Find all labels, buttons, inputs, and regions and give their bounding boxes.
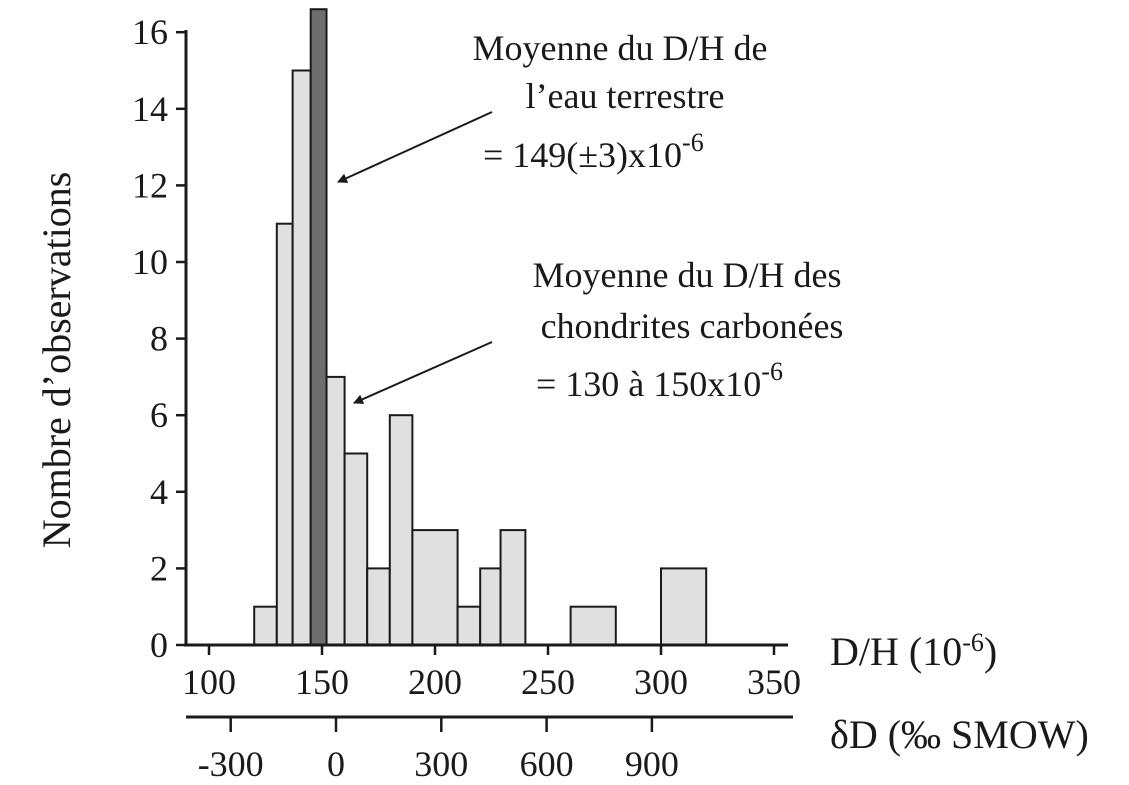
y-tick-label: 14 [132, 89, 168, 129]
x2-tick-label: 300 [414, 744, 468, 784]
annotation-chondrites: Moyenne du D/H des chondrites carbonées … [353, 255, 844, 404]
histogram-bar [325, 375, 346, 646]
annotation-water-arrow [337, 111, 493, 183]
annotation-water-line-1: Moyenne du D/H de [473, 28, 768, 68]
axes: 0 2 4 6 8 10 12 14 16 100 150 200 250 300 350 -300 0 300 6… [132, 12, 801, 784]
annotation-water-line-2: l’eau terrestre [526, 76, 725, 116]
y-tick-label: 0 [150, 625, 168, 665]
y-tick-label: 4 [150, 472, 168, 512]
histogram-bar [569, 605, 617, 647]
y-axis-title: Nombre d’observations [34, 172, 79, 549]
annotation-chondrites-line-3: = 130 à 150x10-6 [536, 357, 783, 404]
y-tick-label: 8 [150, 319, 168, 359]
x-tick-label: 300 [634, 662, 688, 702]
x-tick-label: 250 [521, 662, 575, 702]
annotation-water-line-3: = 149(±3)x10-6 [483, 128, 704, 175]
x2-tick-label: 900 [625, 744, 679, 784]
y-tick-label: 12 [132, 165, 168, 205]
histogram-bar [388, 414, 414, 647]
annotation-water: Moyenne du D/H de l’eau terrestre = 149(… [337, 28, 768, 183]
x-tick-label: 150 [295, 662, 349, 702]
y-tick-label: 16 [132, 12, 168, 52]
x2-tick-label: 600 [520, 744, 574, 784]
histogram-bar [343, 452, 369, 646]
x-tick-label: 100 [182, 662, 236, 702]
histogram-bar [479, 567, 502, 647]
y-tick-label: 10 [132, 242, 168, 282]
x2-tick-label: -300 [198, 744, 264, 784]
y-tick-label: 2 [150, 548, 168, 588]
histogram-bar [275, 222, 294, 646]
histogram-bar [499, 529, 527, 646]
histogram-bar [291, 69, 312, 646]
annotation-chondrites-line-1: Moyenne du D/H des [533, 255, 842, 295]
histogram-bar [253, 605, 278, 647]
histogram-bars [253, 8, 708, 647]
histogram-bar [366, 567, 391, 647]
x-tick-label: 350 [747, 662, 801, 702]
y-tick-label: 6 [150, 395, 168, 435]
x2-tick-label: 0 [327, 744, 345, 784]
histogram-bar [660, 567, 708, 647]
annotation-chondrites-arrow [353, 341, 493, 404]
annotation-chondrites-line-2: chondrites carbonées [541, 306, 844, 346]
histogram-bar [411, 529, 459, 646]
x-axis-title: D/H (10-6) [830, 628, 997, 674]
x-tick-label: 200 [408, 662, 462, 702]
x2-axis-title: δD (‰ SMOW) [830, 712, 1089, 757]
earth-water-mean-bar [309, 8, 328, 647]
histogram-bar [456, 605, 482, 647]
